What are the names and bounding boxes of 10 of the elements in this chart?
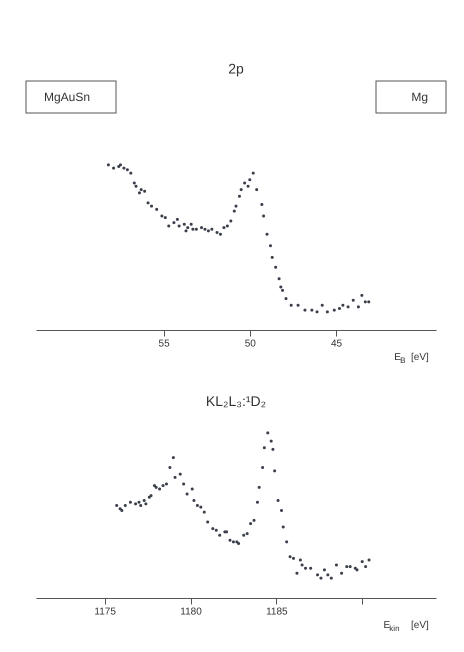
x-tick-label: 1175 bbox=[94, 606, 116, 618]
chart-title: 2p bbox=[228, 60, 244, 76]
x-tick-label: 55 bbox=[158, 338, 170, 350]
text: MgAuSn bbox=[44, 90, 90, 104]
x-tick-label: 50 bbox=[244, 338, 256, 350]
x-tick-label: 45 bbox=[330, 338, 342, 350]
chart-title: KL₂L₃:¹D₂ bbox=[206, 393, 266, 409]
x-tick-label: 1185 bbox=[266, 606, 288, 618]
text: Mg bbox=[411, 90, 428, 104]
x-tick-label: 1180 bbox=[180, 606, 202, 618]
